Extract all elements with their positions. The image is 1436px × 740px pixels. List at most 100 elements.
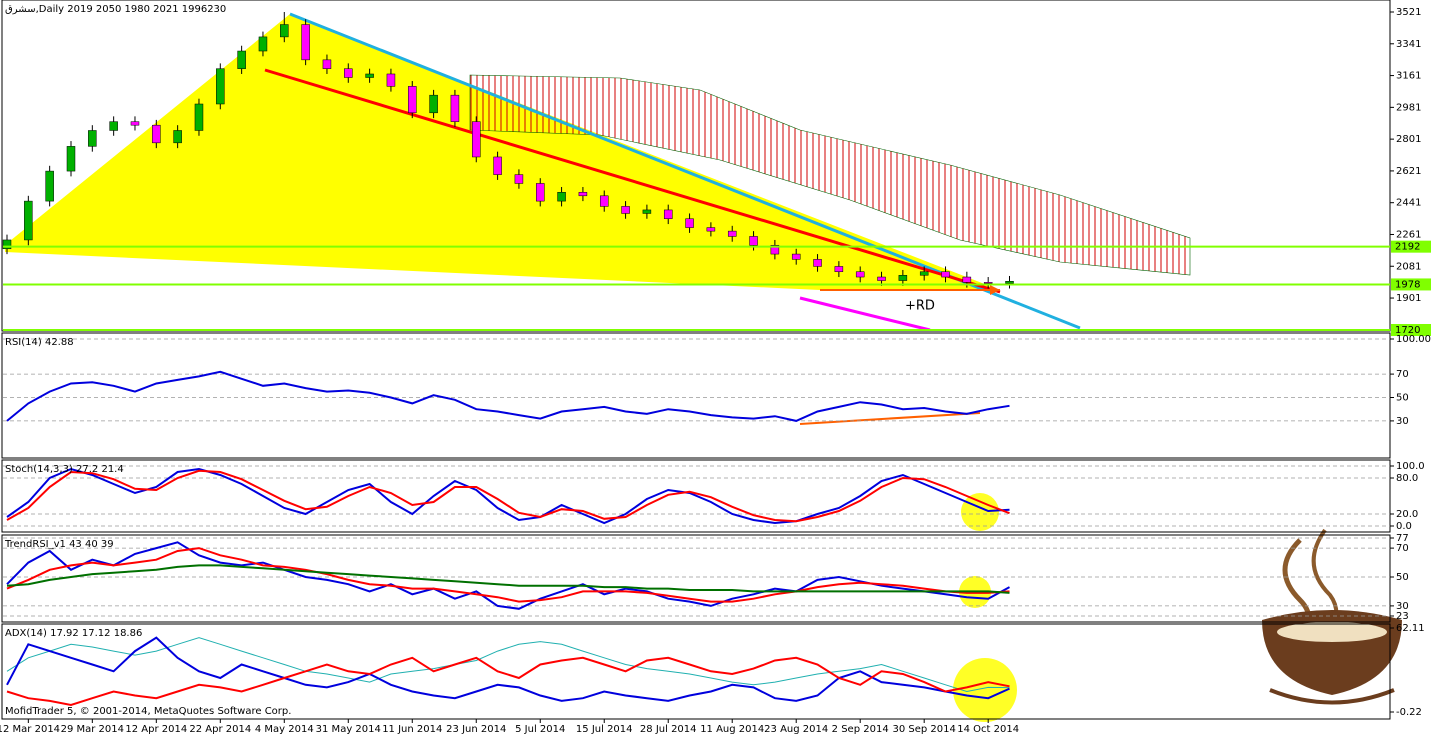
x-tick-label: 29 Mar 2014 [61, 724, 124, 735]
candle-body [66, 146, 76, 172]
y-tick-label: 30 [1396, 601, 1409, 612]
triangle-pattern [5, 14, 1000, 290]
level-label: 2192 [1395, 242, 1420, 253]
y-tick-label: 2801 [1396, 134, 1421, 145]
candle-body [536, 183, 545, 202]
candle-body [450, 94, 460, 122]
panel-title: TrendRSI_v1 43 40 39 [4, 539, 114, 550]
candle-body [152, 124, 161, 144]
candle-body [557, 192, 566, 202]
x-tick-label: 12 Mar 2014 [0, 724, 60, 735]
candle-body [344, 68, 353, 78]
candle-body [770, 244, 780, 255]
candle-body [386, 73, 396, 87]
highlight [953, 658, 1017, 722]
y-tick-label: 80.0 [1396, 473, 1418, 484]
decorations [5, 12, 1191, 330]
x-tick-label: 23 Aug 2014 [764, 724, 828, 735]
y-tick-label: 3521 [1396, 7, 1421, 18]
y-tick-label: 62.11 [1396, 623, 1425, 634]
y-tick-label: 23 [1396, 611, 1409, 622]
candle-body [408, 86, 417, 114]
candle-body [941, 271, 950, 278]
indicator-line [6, 637, 1010, 693]
candle-body [109, 121, 118, 131]
candle-body [429, 94, 438, 114]
panel-frame [1, 623, 1391, 720]
candle-body [599, 195, 609, 207]
candle-body [877, 276, 886, 281]
level-label: 1978 [1395, 279, 1420, 290]
candle-body [88, 130, 97, 147]
x-tick-label: 11 Jun 2014 [382, 724, 442, 735]
logo [1262, 528, 1402, 705]
level-label: 1720 [1395, 325, 1420, 336]
candle-body [45, 170, 54, 202]
indicator-line [6, 541, 1010, 610]
candle-body [642, 209, 652, 214]
highlight [961, 493, 999, 531]
indicator-line [6, 547, 1010, 603]
candle-body [791, 253, 801, 260]
y-tick-label: 3161 [1396, 71, 1421, 82]
y-tick-label: 20.0 [1396, 509, 1418, 520]
x-tick-label: 11 Aug 2014 [700, 724, 764, 735]
panel-frame [1, 534, 1391, 623]
x-tick-label: 23 Jun 2014 [446, 724, 506, 735]
y-tick-label: 2441 [1396, 198, 1421, 209]
candle-body [685, 218, 694, 228]
candle-body [258, 36, 268, 52]
candle-body [365, 73, 374, 78]
x-tick-label: 14 Oct 2014 [957, 724, 1019, 735]
candle-body [706, 227, 716, 232]
ichimoku-cloud [469, 74, 1191, 276]
indicator-line [6, 564, 1010, 594]
annotation: +RD [905, 299, 935, 314]
candle-body [514, 174, 524, 184]
candle-body [237, 50, 246, 69]
candle-body [130, 121, 140, 126]
trend-line [799, 296, 931, 330]
indicator-line [6, 469, 1010, 523]
x-tick-label: 4 May 2014 [255, 724, 314, 735]
y-tick-label: 30 [1396, 416, 1409, 427]
panel-title: سشرق,Daily 2019 2050 1980 2021 1996230 [5, 4, 226, 15]
y-tick-label: 100.00 [1396, 334, 1431, 345]
y-tick-label: 70 [1396, 369, 1409, 380]
candle-body [983, 282, 993, 284]
candle-body [898, 275, 908, 281]
y-tick-label: -0.22 [1396, 707, 1422, 718]
candle-body [962, 276, 972, 283]
candle-body [749, 236, 758, 246]
y-tick-label: 100.0 [1396, 461, 1425, 472]
y-tick-label: 0.0 [1396, 521, 1412, 532]
candle-body [194, 103, 204, 131]
candle-body [621, 206, 630, 214]
x-tick-label: 5 Jul 2014 [515, 724, 565, 735]
candle-body [727, 230, 737, 237]
candle-body [834, 266, 844, 272]
candle-body [1005, 281, 1014, 284]
candle-body [855, 271, 865, 278]
panel-frame [1, 332, 1391, 459]
divergence-arrow [799, 412, 981, 425]
panel-frame [1, 459, 1391, 533]
y-tick-label: 50 [1396, 393, 1409, 404]
x-tick-label: 15 Jul 2014 [576, 724, 633, 735]
y-tick-label: 2261 [1396, 229, 1421, 240]
candle-body [173, 130, 182, 144]
candle-body [301, 24, 310, 61]
y-tick-label: 50 [1396, 572, 1409, 583]
panel-title: ADX(14) 17.92 17.12 18.86 [5, 628, 142, 639]
candle-body [919, 271, 929, 276]
level-label-box [1391, 278, 1431, 291]
indicator-line [6, 636, 1010, 702]
x-tick-label: 31 May 2014 [316, 724, 381, 735]
candle-body [280, 24, 289, 38]
candle-body [216, 68, 225, 105]
y-tick-label: 2081 [1396, 261, 1421, 272]
candle-body [578, 192, 588, 197]
indicator-line [6, 467, 1010, 525]
footer: MofidTrader 5, © 2001-2014, MetaQuotes S… [5, 706, 291, 717]
candle-body [493, 156, 502, 175]
